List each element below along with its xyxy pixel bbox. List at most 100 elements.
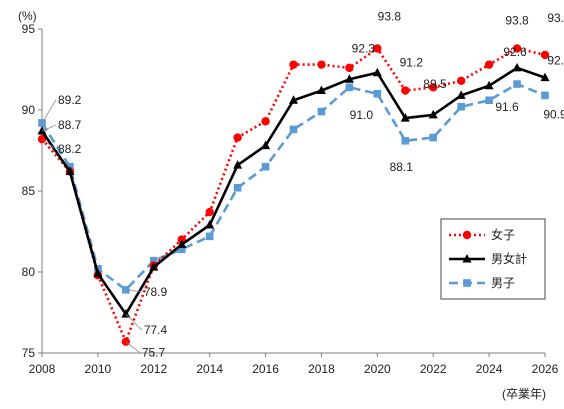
x-tick-label: 2012	[140, 362, 167, 376]
data-point-female	[289, 60, 298, 69]
data-label-leader	[41, 138, 57, 150]
data-point-total	[93, 268, 103, 278]
data-point-female	[261, 117, 270, 126]
data-label: 77.4	[144, 323, 168, 337]
data-point-total	[512, 62, 522, 72]
data-point-male	[261, 162, 270, 171]
data-label: 89.5	[423, 77, 447, 91]
data-point-male	[149, 256, 158, 265]
legend-marker-total	[462, 254, 472, 263]
x-tick-label: 2008	[29, 362, 56, 376]
data-point-total	[289, 95, 298, 104]
data-point-male	[205, 232, 214, 241]
data-point-male	[429, 133, 438, 142]
data-point-total	[484, 80, 494, 90]
data-point-total	[400, 113, 410, 122]
legend-item-total: 男女計	[449, 251, 527, 266]
data-point-female	[429, 83, 438, 92]
y-tick-label: 75	[22, 346, 36, 360]
data-point-total	[344, 74, 354, 83]
data-labels-group: 89.2 88.7 88.2 78.9 77.4 75.7 92.3 93.8 91.0 91.2…	[41, 9, 564, 360]
x-tick-label: 2024	[476, 362, 503, 376]
data-point-male	[485, 96, 493, 105]
data-label: 92.0	[547, 54, 564, 68]
data-point-total	[205, 220, 215, 229]
legend-label-female: 女子	[491, 227, 515, 242]
data-point-male	[541, 91, 549, 100]
y-tick-label: 95	[22, 22, 36, 36]
series-group	[37, 44, 550, 346]
data-point-female	[456, 76, 466, 86]
data-point-total	[428, 109, 438, 119]
data-point-total	[121, 309, 131, 318]
data-label: 78.9	[144, 285, 168, 299]
data-point-female	[205, 207, 214, 217]
data-point-total	[316, 85, 326, 95]
legend-item-male: 男子	[449, 276, 515, 290]
data-label: 89.2	[58, 93, 82, 107]
data-point-female	[540, 50, 550, 60]
data-label: 88.2	[58, 142, 82, 156]
data-point-male	[457, 102, 465, 111]
data-point-male	[177, 245, 186, 254]
x-unit-label: (卒業年)	[502, 387, 546, 401]
legend-label-male: 男子	[491, 276, 515, 290]
y-tick-label: 90	[22, 103, 36, 117]
data-point-female	[512, 44, 522, 53]
y-tick-label: 80	[22, 265, 36, 279]
x-tick-label: 2026	[532, 362, 559, 376]
data-point-female	[317, 60, 326, 69]
data-label-leader	[125, 341, 141, 353]
data-label: 93.8	[378, 9, 402, 23]
data-point-male	[373, 90, 382, 98]
data-label: 92.6	[503, 45, 527, 59]
data-point-total	[456, 90, 466, 99]
data-point-female	[484, 60, 494, 69]
data-point-female	[121, 337, 131, 346]
data-point-male	[122, 286, 130, 294]
data-label: 88.1	[390, 160, 414, 174]
legend-item-female: 女子	[449, 227, 515, 242]
legend-marker-male	[463, 279, 471, 287]
data-point-male	[317, 107, 326, 116]
data-point-total	[149, 262, 159, 271]
data-label: 93.8	[505, 13, 529, 27]
data-label-leader	[41, 124, 57, 132]
data-label: 91.6	[495, 100, 519, 114]
data-point-total	[233, 160, 243, 169]
axes-group: 75 80 85 90 95 2008 2010 2012 2014 2016 2018 2020 20…	[22, 22, 559, 376]
data-point-male	[38, 119, 46, 127]
x-tick-label: 2014	[196, 362, 223, 376]
legend-marker-female	[462, 230, 472, 240]
data-point-male	[233, 183, 242, 192]
y-tick-label: 85	[22, 184, 36, 198]
data-point-total	[177, 239, 187, 248]
data-label: 75.7	[142, 346, 166, 360]
data-label: 88.7	[58, 118, 82, 132]
x-tick-label: 2018	[308, 362, 335, 376]
series-female	[37, 44, 550, 346]
data-point-total	[37, 126, 47, 135]
data-point-total	[540, 72, 550, 82]
x-tick-label: 2010	[85, 362, 112, 376]
x-tick-label: 2016	[252, 362, 279, 376]
data-point-male	[401, 136, 410, 145]
data-label: 91.0	[350, 108, 374, 122]
data-point-female	[373, 44, 382, 53]
data-label: 90.9	[543, 107, 564, 121]
data-label: 92.3	[352, 42, 376, 56]
data-point-male	[289, 125, 298, 134]
data-label: 91.2	[400, 56, 424, 70]
data-point-female	[233, 133, 242, 142]
data-label-leader	[41, 99, 57, 124]
data-label-leader	[125, 313, 143, 331]
series-total	[37, 62, 550, 318]
x-tick-label: 2020	[364, 362, 391, 376]
x-tick-label: 2022	[420, 362, 447, 376]
data-point-total	[65, 166, 75, 176]
data-point-total	[372, 67, 382, 77]
data-label-leader	[125, 289, 142, 293]
data-point-total	[261, 140, 271, 150]
